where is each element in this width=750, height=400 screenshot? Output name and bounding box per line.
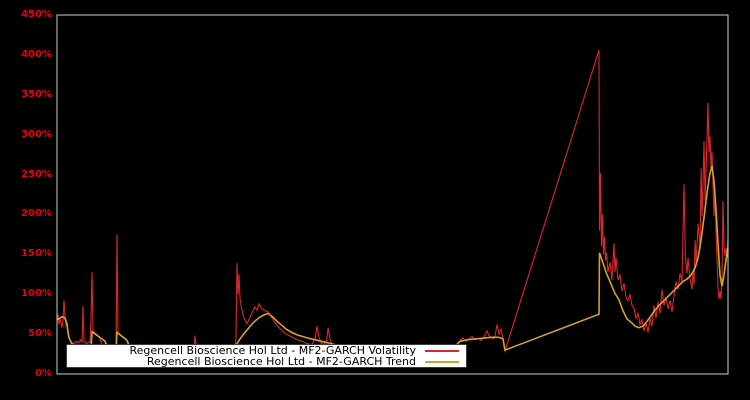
plot-border [56,14,729,375]
legend-line-sample-trend [425,360,459,363]
series-line-0 [56,49,729,354]
y-tick-label: 50% [28,328,52,340]
y-tick-label: 450% [21,9,52,20]
legend-label-volatility: Regencell Bioscience Hol Ltd - MF2-GARCH… [129,344,416,357]
y-tick-label: 100% [21,288,52,300]
y-tick-label: 150% [21,248,52,260]
legend-item-trend: Regencell Bioscience Hol Ltd - MF2-GARCH… [67,356,459,367]
y-tick-label: 400% [21,48,52,60]
legend-line-sample-volatility [425,349,459,352]
y-tick-label: 200% [21,208,52,220]
y-tick-label: 300% [21,128,52,140]
y-tick-label: 250% [21,168,52,180]
y-axis: 0% 50% 100% 150% 200% 250% 300% 350% 400% 450% [0,0,52,400]
series-line-1 [56,165,729,354]
legend: Regencell Bioscience Hol Ltd - MF2-GARCH… [66,344,467,368]
legend-item-volatility: Regencell Bioscience Hol Ltd - MF2-GARCH… [67,345,459,356]
legend-label-trend: Regencell Bioscience Hol Ltd - MF2-GARCH… [146,355,416,368]
y-tick-label: 0% [35,368,52,379]
y-tick-label: 350% [21,88,52,100]
